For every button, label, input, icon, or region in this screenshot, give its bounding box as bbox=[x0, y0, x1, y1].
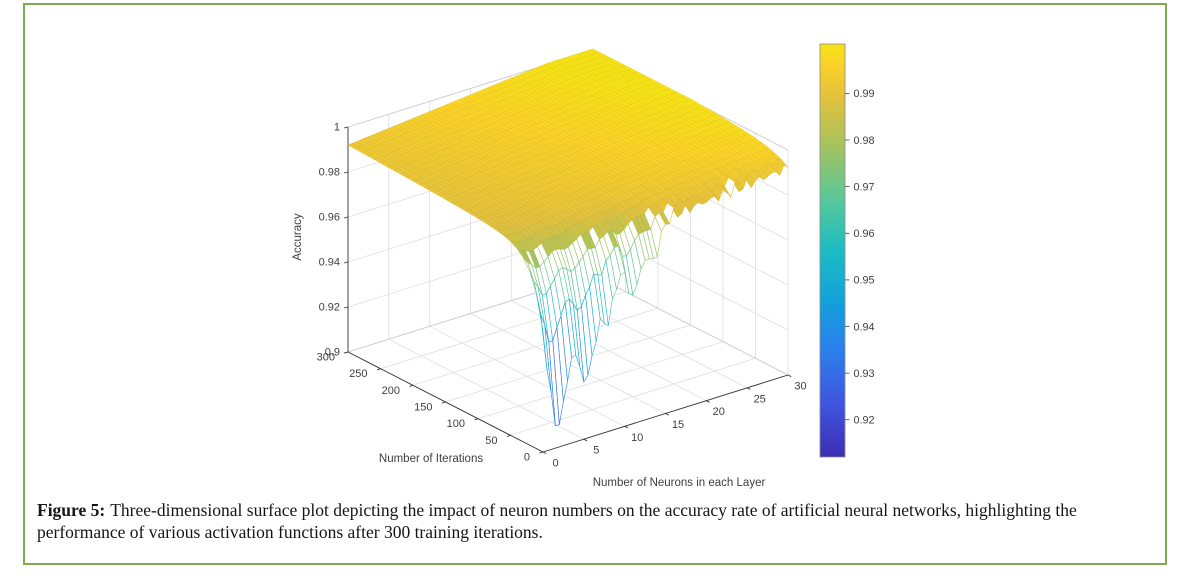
svg-text:1: 1 bbox=[334, 122, 340, 134]
svg-text:200: 200 bbox=[382, 385, 400, 397]
svg-text:0.99: 0.99 bbox=[854, 88, 875, 100]
svg-text:100: 100 bbox=[447, 418, 465, 430]
surface-mesh bbox=[347, 48, 789, 427]
svg-text:300: 300 bbox=[317, 352, 335, 364]
svg-text:10: 10 bbox=[631, 432, 643, 444]
svg-text:20: 20 bbox=[713, 406, 725, 418]
svg-text:5: 5 bbox=[593, 445, 599, 457]
svg-text:0.94: 0.94 bbox=[319, 257, 340, 269]
svg-text:0.96: 0.96 bbox=[854, 228, 875, 240]
svg-text:15: 15 bbox=[672, 419, 684, 431]
svg-text:Number of Iterations: Number of Iterations bbox=[379, 453, 483, 465]
plot-axes: 0510152025300501001502002503000.90.920.9… bbox=[292, 122, 807, 490]
svg-text:0.92: 0.92 bbox=[319, 302, 340, 314]
svg-text:Accuracy: Accuracy bbox=[292, 213, 304, 261]
colorbar: 0.92 0.93 0.94 0.95 0.96 0.97 0.98 0.99 bbox=[819, 43, 875, 458]
svg-text:0: 0 bbox=[524, 452, 530, 464]
svg-text:250: 250 bbox=[349, 368, 367, 380]
figure-caption-label: Figure 5: bbox=[37, 500, 106, 520]
svg-text:0.94: 0.94 bbox=[854, 321, 875, 333]
svg-text:0: 0 bbox=[552, 458, 558, 470]
svg-text:0.98: 0.98 bbox=[854, 135, 875, 147]
figure-caption: Figure 5: Three-dimensional surface plot … bbox=[37, 499, 1157, 543]
svg-text:0.9: 0.9 bbox=[325, 347, 340, 359]
svg-text:0.92: 0.92 bbox=[854, 415, 875, 427]
svg-text:0.93: 0.93 bbox=[854, 368, 875, 380]
svg-text:Number of Neurons in each Laye: Number of Neurons in each Layer bbox=[593, 477, 766, 489]
svg-text:0.97: 0.97 bbox=[854, 181, 875, 193]
svg-text:25: 25 bbox=[754, 393, 766, 405]
svg-text:30: 30 bbox=[794, 381, 806, 393]
svg-text:150: 150 bbox=[414, 402, 432, 414]
figure-caption-text: Three-dimensional surface plot depicting… bbox=[37, 500, 1077, 542]
svg-text:50: 50 bbox=[485, 435, 497, 447]
svg-text:0.95: 0.95 bbox=[854, 275, 875, 287]
svg-text:0.98: 0.98 bbox=[319, 167, 340, 179]
svg-text:0.96: 0.96 bbox=[319, 212, 340, 224]
